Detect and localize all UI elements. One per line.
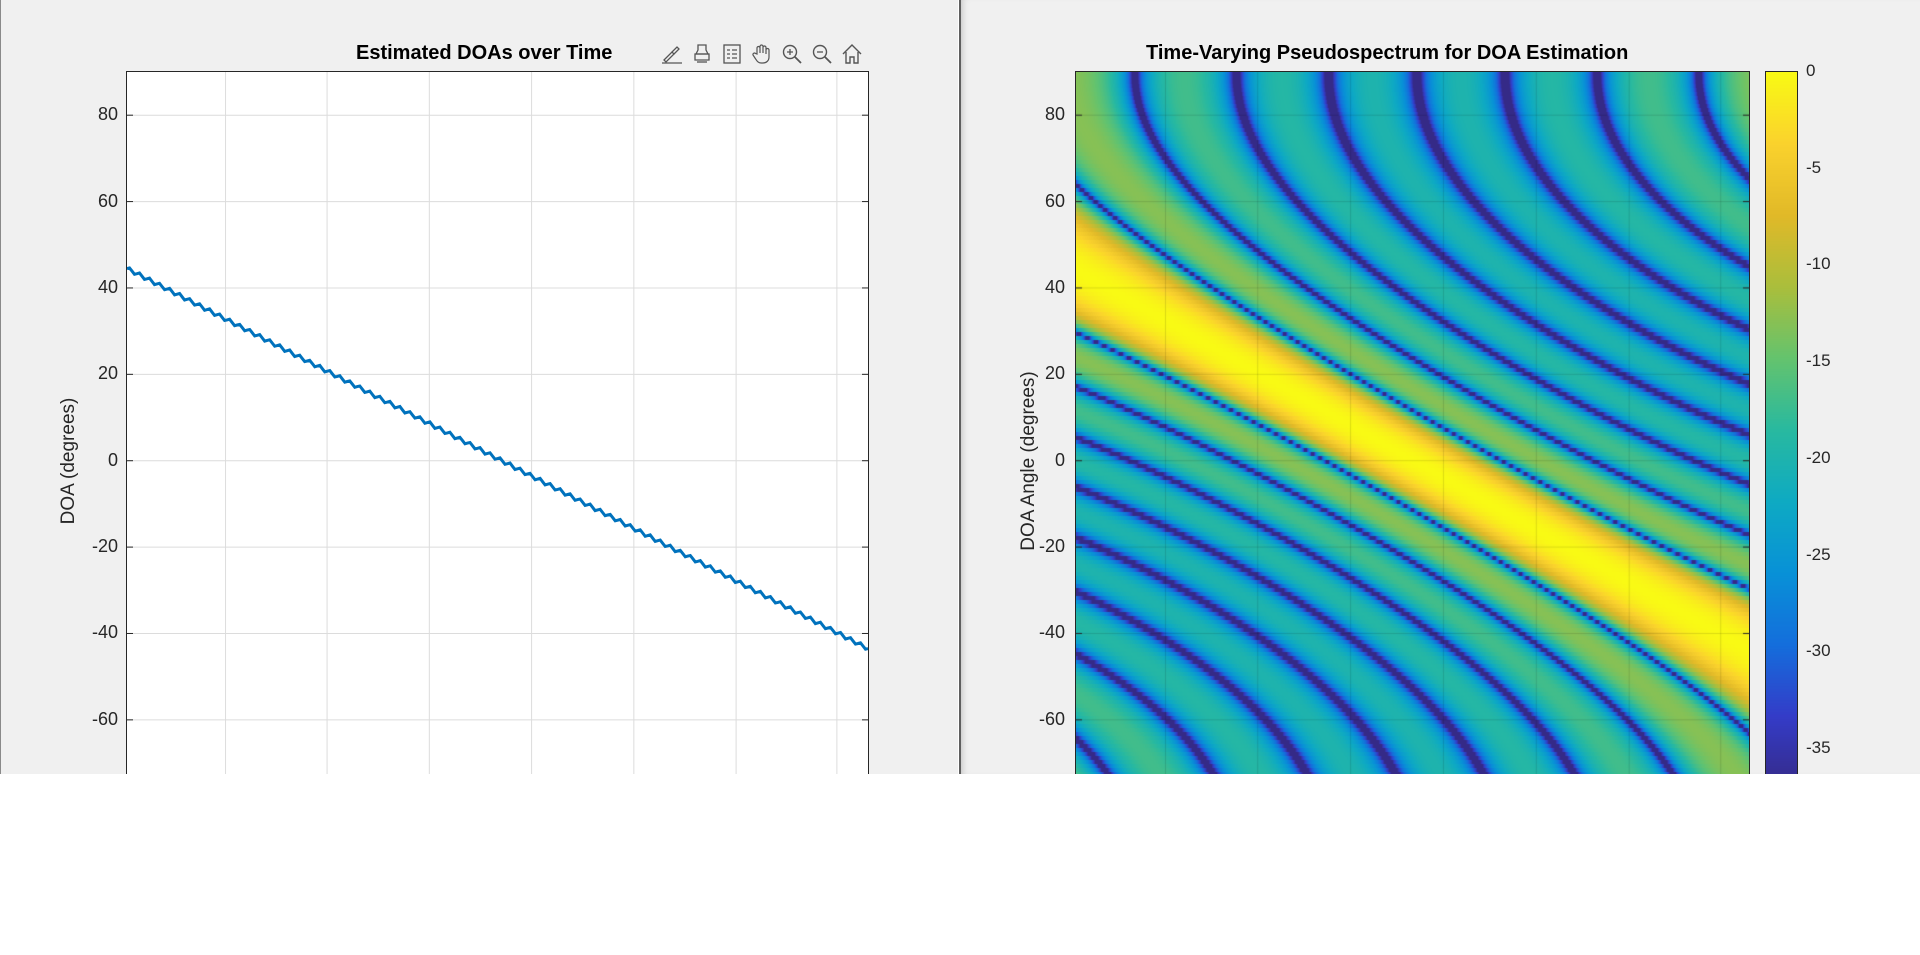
zoom-in-icon[interactable] bbox=[778, 40, 806, 68]
y-tick-label: 80 bbox=[1044, 104, 1065, 125]
y-tick-label: 0 bbox=[107, 449, 118, 470]
zoom-out-icon[interactable] bbox=[808, 40, 836, 68]
left-axes[interactable] bbox=[126, 71, 869, 774]
left-ylabel: DOA (degrees) bbox=[58, 397, 79, 525]
colorbar-tick-label: -30 bbox=[1806, 641, 1831, 661]
pseudospectrum-heatmap bbox=[1076, 72, 1749, 774]
y-tick-label: 0 bbox=[1054, 449, 1065, 470]
y-tick-label: 40 bbox=[1044, 276, 1065, 297]
colorbar-tick-label: 0 bbox=[1806, 61, 1816, 80]
y-tick-label: 20 bbox=[97, 363, 118, 384]
left-plot-svg bbox=[127, 72, 868, 774]
right-axes[interactable] bbox=[1075, 71, 1750, 774]
colorbar-tick-label: -35 bbox=[1806, 737, 1831, 757]
y-tick-label: -40 bbox=[91, 622, 118, 643]
colorbar-tick-label: -10 bbox=[1806, 254, 1831, 274]
doa-line-series[interactable] bbox=[127, 266, 868, 651]
y-tick-label: 80 bbox=[97, 104, 118, 125]
colorbar-tick-label: -15 bbox=[1806, 351, 1831, 371]
pan-icon[interactable] bbox=[748, 40, 776, 68]
home-icon[interactable] bbox=[838, 40, 866, 68]
colorbar-tick-label: -25 bbox=[1806, 544, 1831, 564]
figure-window-left: Estimated DOAs over Time 80 60 40 20 0 -20 -40… bbox=[0, 0, 958, 774]
right-ylabel: DOA Angle (degrees) bbox=[1018, 371, 1039, 551]
colorbar-gradient bbox=[1766, 72, 1797, 774]
colorbar[interactable] bbox=[1765, 71, 1798, 774]
colorbar-tick-label: -20 bbox=[1806, 447, 1831, 467]
axes-toolbar bbox=[658, 40, 866, 68]
y-tick-label: 20 bbox=[1044, 363, 1065, 384]
y-tick-label: -20 bbox=[91, 536, 118, 557]
y-tick-label: -40 bbox=[1038, 622, 1065, 643]
y-tick-label: 40 bbox=[97, 276, 118, 297]
right-plot-title: Time-Varying Pseudospectrum for DOA Esti… bbox=[1146, 42, 1629, 64]
y-tick-label: 60 bbox=[1044, 190, 1065, 211]
brush-icon[interactable] bbox=[658, 40, 686, 68]
legend-icon[interactable] bbox=[718, 40, 746, 68]
y-tick-label: -60 bbox=[1038, 708, 1065, 729]
y-tick-label: -60 bbox=[91, 708, 118, 729]
figure-window-right: Time-Varying Pseudospectrum for DOA Esti… bbox=[959, 0, 1920, 774]
y-tick-label: -20 bbox=[1038, 536, 1065, 557]
blank-area bbox=[0, 774, 1920, 955]
left-plot-title: Estimated DOAs over Time bbox=[356, 42, 613, 64]
y-tick-label: 60 bbox=[97, 190, 118, 211]
colorbar-tick-label: -5 bbox=[1806, 157, 1822, 177]
data-tips-icon[interactable] bbox=[688, 40, 716, 68]
